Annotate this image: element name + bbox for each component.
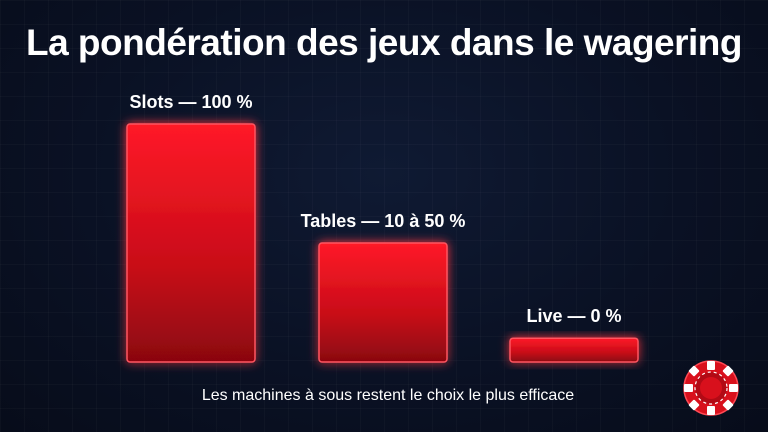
data-label-slots: Slots — 100 % — [129, 92, 252, 112]
casino-chip-icon — [683, 360, 739, 416]
data-label-live: Live — 0 % — [526, 306, 621, 326]
bar-live — [509, 337, 639, 363]
data-label-tables: Tables — 10 à 50 % — [301, 211, 466, 231]
bar-tables — [318, 242, 448, 363]
chart-title: La pondération des jeux dans le wagering — [25, 22, 743, 63]
chart-subtitle: Les machines à sous restent le choix le … — [201, 387, 575, 404]
bar-slots — [126, 123, 256, 363]
